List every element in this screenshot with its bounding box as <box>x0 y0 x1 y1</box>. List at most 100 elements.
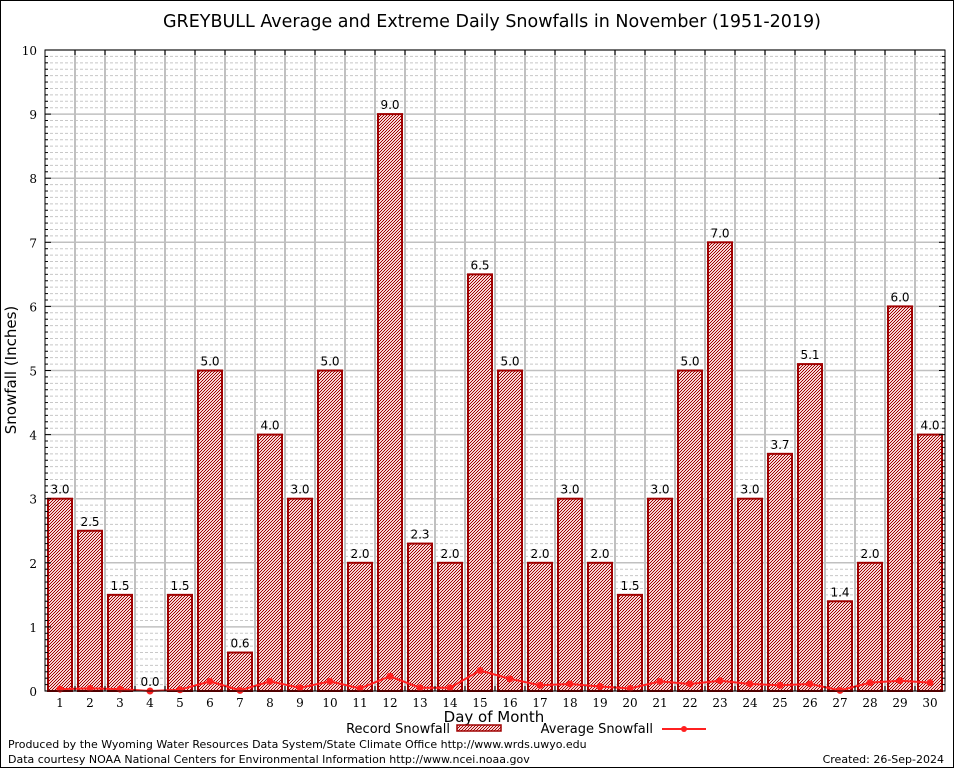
average-point <box>686 680 694 688</box>
record-bar <box>527 561 553 692</box>
record-bar <box>557 497 583 693</box>
x-tick-label: 25 <box>772 696 787 710</box>
record-bar <box>47 497 73 693</box>
bar-value-label: 5.0 <box>200 355 219 369</box>
bar-value-label: 2.3 <box>410 528 429 542</box>
x-tick-label: 3 <box>116 696 124 710</box>
y-tick-label: 6 <box>29 300 37 314</box>
record-bar <box>167 593 193 692</box>
bar-value-label: 5.0 <box>500 355 519 369</box>
record-bar <box>407 542 433 692</box>
x-tick-label: 14 <box>442 696 458 710</box>
x-tick-label: 13 <box>412 696 427 710</box>
x-tick-label: 9 <box>296 696 304 710</box>
x-tick-label: 23 <box>712 696 727 710</box>
y-tick-label: 0 <box>29 685 37 699</box>
bar-value-label: 3.0 <box>560 483 579 497</box>
average-point <box>236 686 244 694</box>
x-tick-label: 17 <box>532 696 547 710</box>
bar-value-label: 1.4 <box>830 585 849 599</box>
average-point <box>596 683 604 691</box>
x-tick-label: 8 <box>266 696 274 710</box>
bar-value-label: 7.0 <box>710 226 729 240</box>
x-tick-label: 7 <box>236 696 244 710</box>
average-snowfall-line <box>59 669 931 692</box>
y-tick-label: 8 <box>29 172 37 186</box>
average-point <box>896 677 904 685</box>
x-tick-label: 30 <box>922 696 937 710</box>
record-bar <box>257 433 283 692</box>
average-point <box>746 680 754 688</box>
average-point <box>356 684 364 692</box>
y-axis-label: Snowfall (Inches) <box>2 306 20 434</box>
average-point <box>836 686 844 694</box>
record-bar <box>377 113 403 693</box>
x-tick-label: 10 <box>322 696 337 710</box>
x-tick-label: 29 <box>892 696 907 710</box>
average-point <box>446 684 454 692</box>
average-point <box>506 675 514 683</box>
x-tick-label: 6 <box>206 696 214 710</box>
record-bar <box>797 363 823 692</box>
average-point <box>416 684 424 692</box>
x-tick-label: 19 <box>592 696 607 710</box>
bar-value-label: 5.1 <box>800 348 819 362</box>
y-tick-label: 2 <box>29 557 37 571</box>
record-bar <box>77 529 103 692</box>
legend-average-marker <box>681 726 687 732</box>
legend-record-swatch <box>456 724 502 732</box>
bar-value-label: 5.0 <box>320 355 339 369</box>
x-tick-label: 4 <box>146 696 154 710</box>
x-axis-label: Day of Month <box>444 708 545 726</box>
record-bar <box>317 369 343 692</box>
x-tick-label: 27 <box>832 696 847 710</box>
x-tick-label: 24 <box>742 696 758 710</box>
average-point <box>926 679 934 687</box>
x-tick-label: 1 <box>56 696 64 710</box>
y-tick-label: 3 <box>29 493 37 507</box>
bar-value-label: 3.0 <box>290 483 309 497</box>
y-tick-label: 9 <box>29 108 37 122</box>
bar-value-label: 3.0 <box>650 483 669 497</box>
average-point <box>206 677 214 685</box>
average-point <box>56 685 64 693</box>
bar-value-label: 5.0 <box>680 355 699 369</box>
bar-value-label: 3.0 <box>740 483 759 497</box>
legend: Record Snowfall Average Snowfall <box>346 722 706 737</box>
record-bar <box>437 561 463 692</box>
average-point <box>296 684 304 692</box>
average-point <box>326 677 334 685</box>
average-point <box>536 681 544 689</box>
bar-value-label: 1.5 <box>170 579 189 593</box>
bar-value-label: 2.0 <box>860 547 879 561</box>
bar-value-label: 0.6 <box>230 637 249 651</box>
y-tick-label: 5 <box>29 365 37 379</box>
y-tick-label: 4 <box>29 429 37 443</box>
record-bar <box>917 433 943 692</box>
bar-value-label: 1.5 <box>620 579 639 593</box>
bar-value-label: 2.0 <box>530 547 549 561</box>
record-bar <box>227 651 253 692</box>
x-tick-label: 20 <box>622 696 637 710</box>
average-point <box>656 677 664 685</box>
x-tick-label: 11 <box>352 696 367 710</box>
x-tick-label: 22 <box>682 696 697 710</box>
chart-title: GREYBULL Average and Extreme Daily Snowf… <box>163 12 821 32</box>
x-tick-label: 15 <box>472 696 487 710</box>
average-point <box>716 677 724 685</box>
x-tick-label: 26 <box>802 696 817 710</box>
bar-value-label: 2.0 <box>350 547 369 561</box>
record-bar <box>677 369 703 692</box>
bar-value-label: 9.0 <box>380 98 399 112</box>
record-bar <box>857 561 883 692</box>
record-bar <box>827 600 853 693</box>
bar-value-label: 4.0 <box>260 419 279 433</box>
bar-value-label: 0.0 <box>140 675 159 689</box>
record-bar <box>587 561 613 692</box>
y-tick-label: 1 <box>29 621 37 635</box>
record-bar <box>767 452 793 692</box>
average-point <box>626 684 634 692</box>
y-tick-label: 10 <box>22 44 37 58</box>
